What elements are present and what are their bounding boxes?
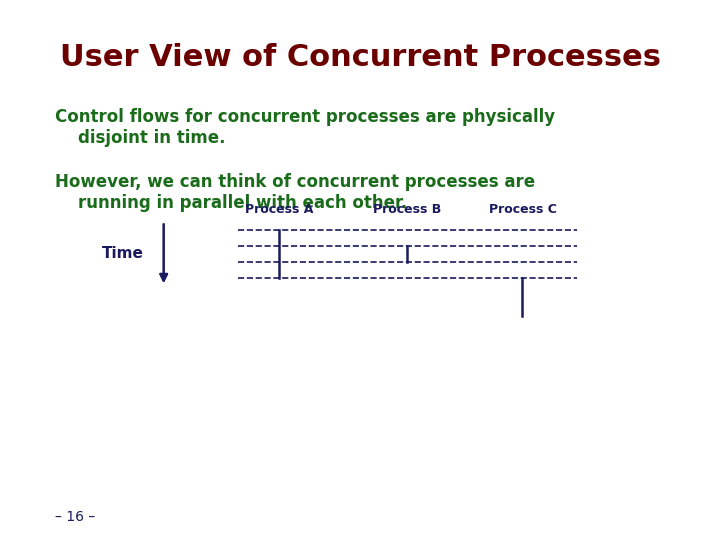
Text: Process A: Process A bbox=[245, 203, 313, 216]
Text: Process C: Process C bbox=[489, 203, 557, 216]
Text: – 16 –: – 16 – bbox=[55, 510, 96, 524]
Text: However, we can think of concurrent processes are
    running in parallel with e: However, we can think of concurrent proc… bbox=[55, 173, 536, 212]
Text: Process B: Process B bbox=[373, 203, 441, 216]
Text: User View of Concurrent Processes: User View of Concurrent Processes bbox=[60, 43, 660, 72]
Text: Control flows for concurrent processes are physically
    disjoint in time.: Control flows for concurrent processes a… bbox=[55, 108, 555, 147]
Text: Time: Time bbox=[102, 246, 143, 261]
